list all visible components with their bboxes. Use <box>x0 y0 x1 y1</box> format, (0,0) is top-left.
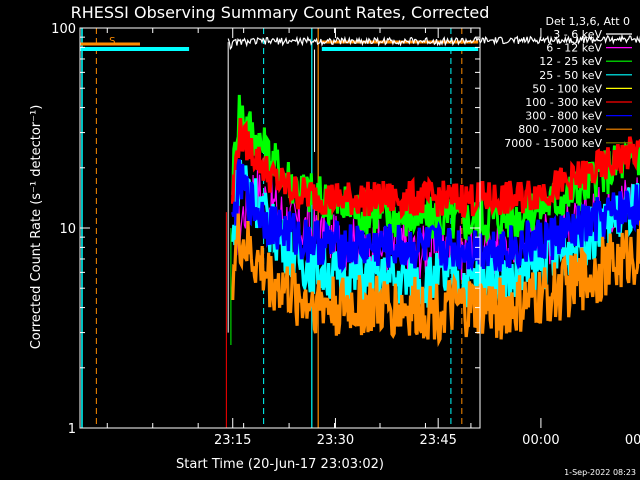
legend-entry-label: 12 - 25 keV <box>539 55 602 68</box>
chart-title: RHESSI Observing Summary Count Rates, Co… <box>71 3 490 22</box>
legend-entry-label: 100 - 300 keV <box>525 96 602 109</box>
series-layer <box>225 33 640 428</box>
series-line-3to6keV <box>227 33 640 51</box>
timestamp-label: 1-Sep-2022 08:23 <box>564 468 636 477</box>
series-line-800to7000keV <box>231 213 640 348</box>
x-axis-label: Start Time (20-Jun-17 23:03:02) <box>176 457 384 472</box>
legend-entry-label: 300 - 800 keV <box>525 110 602 123</box>
y-tick-label: 1 <box>68 422 76 437</box>
legend-header: Det 1,3,6, Att 0 <box>546 15 630 28</box>
legend-entry-label: 7000 - 15000 keV <box>504 137 602 150</box>
y-axis-label: Corrected Count Rate (s⁻¹ detector⁻¹) <box>29 105 44 350</box>
x-tick-label: 23:15 <box>214 433 251 448</box>
s-marker-label: S <box>109 36 115 47</box>
legend-entry-label: 25 - 50 keV <box>539 69 602 82</box>
legend-entry-label: 50 - 100 keV <box>532 82 602 95</box>
x-tick-label: 23:30 <box>317 433 354 448</box>
y-tick-label: 10 <box>59 222 76 237</box>
y-tick-label: 100 <box>51 22 76 37</box>
x-tick-label: 00:00 <box>522 433 559 448</box>
series-line-100to300keV <box>230 118 640 221</box>
legend-entry-label: 800 - 7000 keV <box>518 123 602 136</box>
series-line-300to800keV <box>231 159 640 274</box>
legend-entry-label: 6 - 12 keV <box>546 42 602 55</box>
legend-entry-label: 3 - 6 keV <box>553 28 602 41</box>
x-tick-label: 23:45 <box>419 433 456 448</box>
x-tick-label: 00:15 <box>625 433 640 448</box>
